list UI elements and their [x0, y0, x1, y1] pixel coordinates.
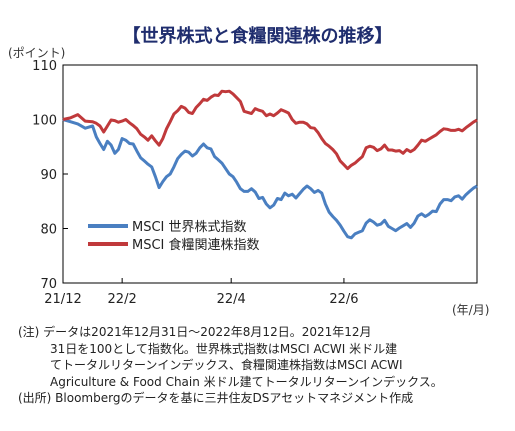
source-line: (出所) Bloombergのデータを基に三井住友DSアセットマネジメント作成 [18, 391, 414, 405]
plot-frame [62, 64, 478, 284]
x-tick-label: 22/2 [108, 292, 137, 307]
legend-label: MSCI 食糧関連株指数 [132, 237, 260, 253]
y-tick-label: 80 [40, 223, 57, 238]
line-chart: 70 80 90 100 110 21/12 22/2 22/4 22/6 MSCI 世界株式… [32, 59, 478, 307]
y-tick-label: 100 [32, 114, 57, 129]
y-tick-label: 90 [40, 168, 57, 183]
legend-label: MSCI 世界株式指数 [132, 220, 247, 235]
x-tick-label: 22/4 [217, 292, 246, 307]
legend: MSCI 世界株式指数 MSCI 食糧関連株指数 [88, 220, 260, 253]
y-tick-label: 110 [32, 59, 57, 74]
series-line-2 [62, 89, 478, 171]
chart-title: 【世界株式と食糧関連株の推移】 [122, 26, 393, 47]
y-axis-ticks: 70 80 90 100 110 [32, 59, 68, 292]
x-axis-unit-label: (年/月) [452, 303, 490, 317]
footnote: (注) データは2021年12月31日～2022年8月12日。2021年12月 … [18, 324, 510, 407]
series-lines [62, 89, 478, 240]
footnote-line: Agriculture & Food Chain 米ドル建てトータルリターンイン… [50, 374, 443, 389]
x-tick-label: 22/6 [329, 292, 358, 307]
series-line-1 [62, 118, 478, 240]
x-axis-ticks: 21/12 22/2 22/4 22/6 [44, 278, 359, 307]
footnote-line: てトータルリターンインデックス、食糧関連株指数はMSCI ACWI [50, 358, 403, 372]
y-tick-label: 70 [40, 277, 57, 292]
y-axis-unit-label: (ポイント) [8, 46, 66, 60]
footnote-line: 31日を100として指数化。世界株式指数はMSCI ACWI 米ドル建 [50, 341, 398, 356]
x-tick-label: 21/12 [44, 292, 81, 307]
footnote-line: (注) データは2021年12月31日～2022年8月12日。2021年12月 [18, 325, 372, 339]
